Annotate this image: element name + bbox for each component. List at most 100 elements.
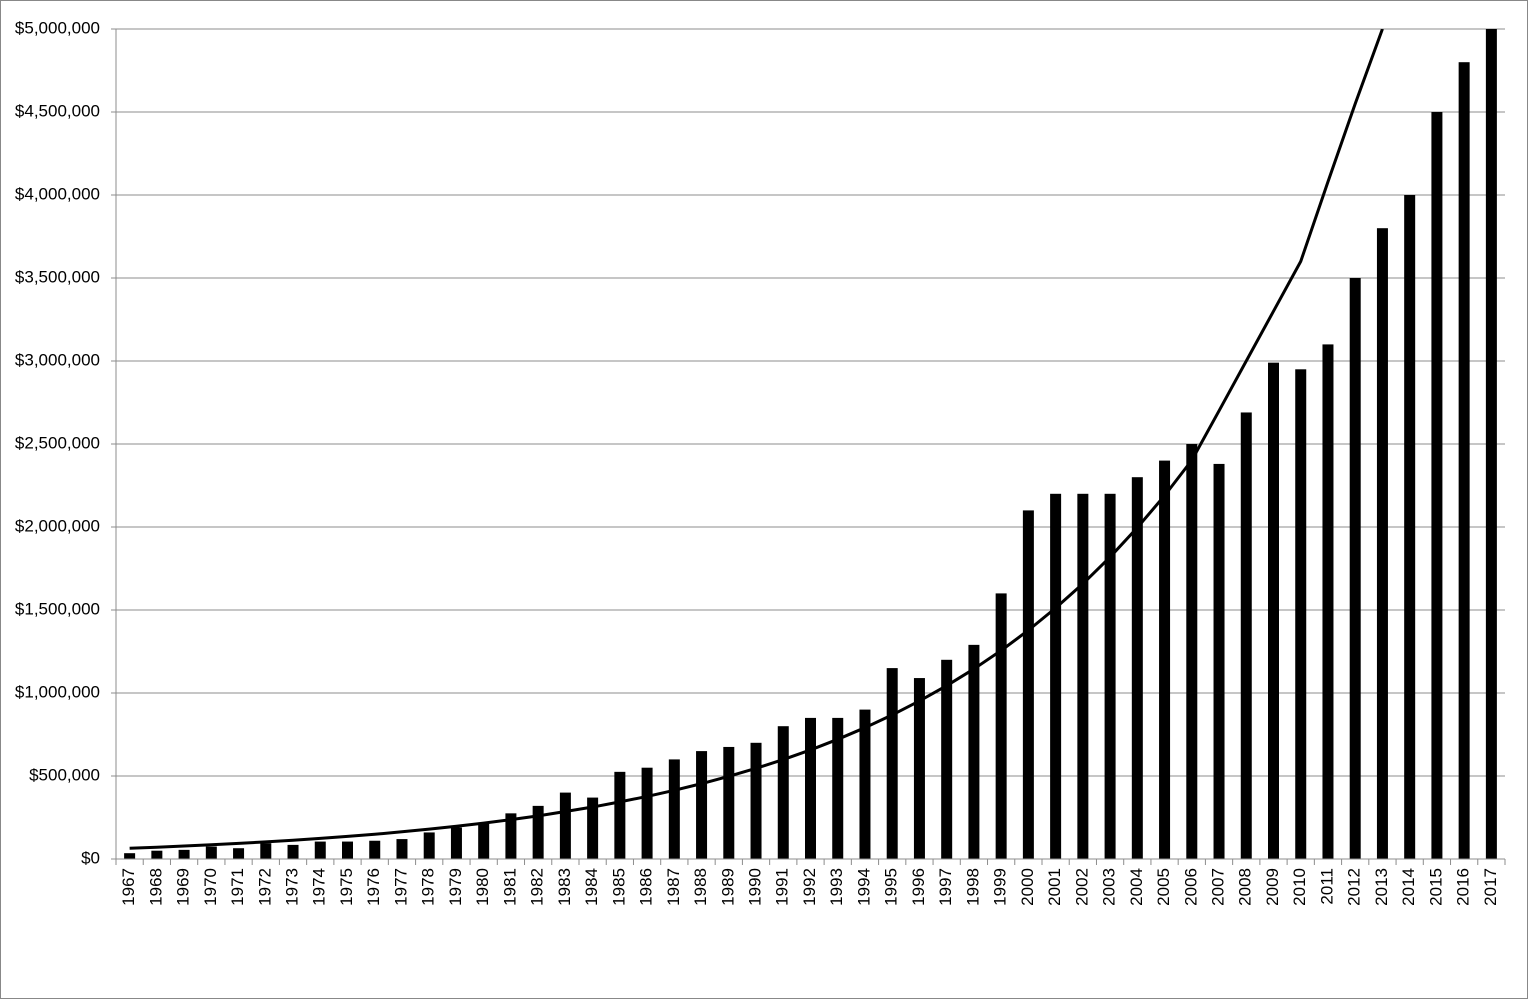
y-tick-label: $2,500,000 [15, 433, 100, 452]
bar [1431, 112, 1443, 859]
bar [1485, 29, 1497, 859]
x-tick-label: 1987 [664, 868, 683, 906]
bar [287, 844, 299, 859]
bar [369, 840, 381, 859]
x-tick-label: 1969 [174, 868, 193, 906]
bar [1349, 278, 1361, 859]
bar [995, 593, 1007, 859]
bar [1404, 195, 1416, 859]
y-tick-label: $1,000,000 [15, 682, 100, 701]
x-tick-label: 1998 [963, 868, 982, 906]
x-tick-label: 2001 [1045, 868, 1064, 906]
x-tick-label: 2015 [1426, 868, 1445, 906]
x-tick-label: 1981 [500, 868, 519, 906]
bar [233, 848, 245, 859]
x-tick-label: 2002 [1072, 868, 1091, 906]
y-tick-label: $500,000 [29, 765, 100, 784]
bar [559, 792, 571, 859]
bar [777, 726, 789, 859]
bar [941, 659, 953, 859]
bar [342, 841, 353, 859]
y-tick-label: $1,500,000 [15, 599, 100, 618]
x-tick-label: 2010 [1290, 868, 1309, 906]
bar [750, 742, 762, 859]
bar [151, 850, 163, 859]
bar [1213, 463, 1225, 859]
bar [859, 709, 871, 859]
x-tick-label: 1976 [364, 868, 383, 906]
plot-area [124, 29, 1497, 859]
bar [1022, 510, 1034, 859]
bar [668, 759, 680, 859]
bar [1376, 228, 1388, 859]
x-tick-label: 1982 [528, 868, 547, 906]
x-tick-label: 1977 [391, 868, 410, 906]
y-tick-label: $2,000,000 [15, 516, 100, 535]
x-tick-label: 1983 [555, 868, 574, 906]
bar [1159, 460, 1171, 859]
x-tick-label: 1988 [691, 868, 710, 906]
y-tick-label: $0 [81, 848, 100, 867]
x-tick-label: 2013 [1372, 868, 1391, 906]
bar [587, 797, 599, 859]
bar [478, 822, 490, 859]
x-tick-label: 1985 [609, 868, 628, 906]
x-tick-label: 1968 [146, 868, 165, 906]
x-tick-label: 2008 [1236, 868, 1255, 906]
x-tick-label: 1970 [201, 868, 220, 906]
x-tick-label: 2014 [1399, 868, 1418, 906]
bar [314, 841, 326, 859]
bar [913, 678, 925, 859]
bar [423, 832, 435, 859]
bar [1186, 444, 1198, 859]
x-tick-label: 1980 [473, 868, 492, 906]
bar [260, 843, 272, 859]
x-tick-label: 1995 [882, 868, 901, 906]
bar [532, 805, 544, 859]
x-tick-label: 1999 [991, 868, 1010, 906]
y-tick-label: $4,000,000 [15, 184, 100, 203]
x-tick-label: 2012 [1345, 868, 1364, 906]
x-tick-label: 2006 [1181, 868, 1200, 906]
x-tick-label: 1974 [310, 868, 329, 906]
x-tick-label: 1996 [909, 868, 928, 906]
y-tick-label: $4,500,000 [15, 101, 100, 120]
x-tick-label: 1986 [637, 868, 656, 906]
x-tick-label: 2003 [1100, 868, 1119, 906]
x-tick-label: 2011 [1317, 868, 1336, 905]
x-tick-label: 1975 [337, 868, 356, 906]
x-tick-label: 1967 [119, 868, 138, 906]
x-tick-label: 1984 [582, 868, 601, 906]
bar [614, 771, 626, 859]
bar [505, 813, 517, 859]
x-tick-label: 2000 [1018, 868, 1037, 906]
x-tick-label: 2016 [1454, 868, 1473, 906]
x-tick-label: 2004 [1127, 868, 1146, 906]
x-tick-label: 1979 [446, 868, 465, 906]
x-tick-label: 2005 [1154, 868, 1173, 906]
bar [832, 717, 844, 859]
bar [805, 717, 816, 859]
y-tick-label: $3,000,000 [15, 350, 100, 369]
y-tick-label: $3,500,000 [15, 267, 100, 286]
x-tick-label: 1990 [746, 868, 765, 906]
bar [723, 746, 735, 859]
x-tick-label: 2017 [1481, 868, 1500, 906]
x-tick-label: 1993 [827, 868, 846, 906]
bar [1240, 412, 1252, 859]
bar [205, 846, 217, 859]
x-tick-label: 1989 [718, 868, 737, 906]
y-tick-label: $5,000,000 [15, 18, 100, 37]
x-tick-label: 1973 [283, 868, 302, 906]
bar [641, 767, 653, 859]
trend-line [129, 29, 1384, 850]
bar [450, 827, 462, 859]
x-tick-label: 1978 [419, 868, 438, 906]
x-tick-label: 1997 [936, 868, 955, 906]
bar [1295, 369, 1307, 859]
bar [396, 839, 408, 859]
bar [1322, 344, 1334, 859]
x-tick-label: 1992 [800, 868, 819, 906]
